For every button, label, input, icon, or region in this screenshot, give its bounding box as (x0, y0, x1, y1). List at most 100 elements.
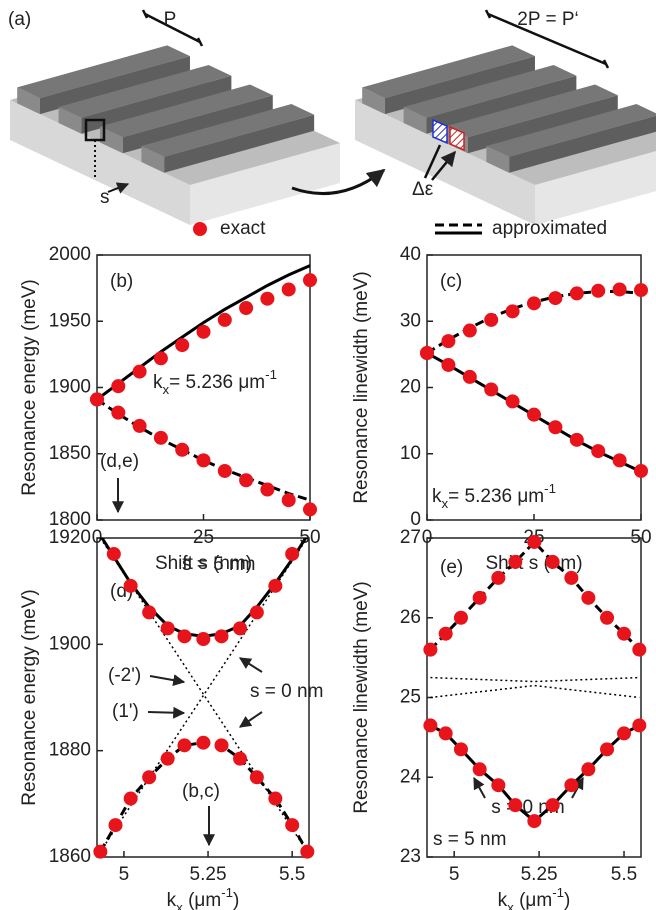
data-point (473, 591, 487, 605)
data-point (591, 444, 605, 458)
x-axis-label-part: ) (564, 890, 570, 910)
data-point (197, 453, 211, 467)
data-point (473, 762, 487, 776)
x-axis-label: kx (μm-1) (498, 885, 571, 910)
data-point (634, 464, 648, 478)
y-tick-label: 27 (400, 527, 421, 548)
x-tick-label: 5.25 (521, 864, 558, 885)
data-point (239, 301, 253, 315)
y-tick-label: 1850 (49, 443, 91, 464)
data-point (527, 814, 541, 828)
legend-marker (193, 222, 207, 236)
x-axis-label-part: (μm (183, 890, 221, 910)
panel-label: (b) (110, 271, 133, 292)
data-point (177, 629, 191, 643)
annotation: (-2') (108, 665, 141, 686)
y-tick-label: 1950 (49, 310, 91, 331)
data-point (250, 605, 264, 619)
y-axis-label: Resonance linewidth (meV) (351, 581, 372, 813)
data-point (233, 621, 247, 635)
data-point (420, 346, 434, 360)
data-point (90, 392, 104, 406)
y-tick-label: 1860 (49, 846, 91, 867)
data-point (441, 358, 455, 372)
data-point (591, 284, 605, 298)
data-point (564, 571, 578, 585)
annotation-arrow (240, 712, 262, 727)
data-point (124, 792, 138, 806)
data-point (463, 370, 477, 384)
data-point (161, 621, 175, 635)
data-point (423, 643, 437, 657)
data-point (285, 547, 299, 561)
data-point (239, 473, 253, 487)
data-line (430, 678, 639, 682)
annotation-arrow (148, 712, 184, 713)
data-point (484, 382, 498, 396)
data-point (600, 742, 614, 756)
annotation: s = 5 nm (182, 554, 255, 575)
annotation-part: -1 (265, 367, 277, 382)
data-point (454, 742, 468, 756)
x-axis-label-part: -1 (221, 885, 233, 900)
x-tick-label: 5.25 (190, 864, 227, 885)
x-axis-label-part: -1 (552, 885, 564, 900)
data-point (506, 394, 520, 408)
panel-label: (c) (440, 271, 462, 292)
data-point (600, 611, 614, 625)
data-point (133, 419, 147, 433)
data-point (546, 798, 560, 812)
data-point (233, 752, 247, 766)
data-point (613, 453, 627, 467)
data-point (111, 406, 125, 420)
data-point (215, 629, 229, 643)
data-point (300, 845, 314, 859)
legend-label: approximated (492, 218, 607, 239)
x-tick-label: 5.5 (611, 864, 637, 885)
data-point (215, 738, 229, 752)
data-point (260, 292, 274, 306)
data-point (196, 736, 210, 750)
data-point (581, 762, 595, 776)
x-axis-label-part: (μm (514, 890, 552, 910)
data-point (439, 726, 453, 740)
data-point (250, 770, 264, 784)
data-point (634, 283, 648, 297)
data-point (439, 627, 453, 641)
data-point (527, 408, 541, 422)
data-point (218, 313, 232, 327)
data-point (107, 547, 121, 561)
y-tick-label: 24 (400, 766, 422, 787)
data-point (282, 493, 296, 507)
data-point (161, 752, 175, 766)
x-tick-label: 5 (119, 864, 130, 885)
data-point (175, 443, 189, 457)
annotation-part: k (153, 372, 163, 393)
x-axis-label-part: k (167, 890, 177, 910)
data-point (454, 611, 468, 625)
annotation: (b,c) (182, 781, 220, 802)
data-point (303, 273, 317, 287)
data-point (491, 778, 505, 792)
y-axis-label: Resonance energy (meV) (19, 279, 40, 496)
data-line (430, 686, 639, 698)
data-point (197, 325, 211, 339)
period-label: 2P = P‘ (517, 9, 578, 30)
data-point (570, 433, 584, 447)
data-point (632, 718, 646, 732)
annotation: (d,e) (100, 451, 139, 472)
data-line (97, 399, 310, 500)
y-tick-label: 40 (400, 244, 421, 265)
y-axis-label: Resonance linewidth (meV) (351, 271, 372, 503)
data-point (142, 770, 156, 784)
data-point (508, 798, 522, 812)
data-point (423, 718, 437, 732)
data-point (268, 579, 282, 593)
data-point (441, 334, 455, 348)
data-point (285, 818, 299, 832)
data-point (506, 304, 520, 318)
data-point (260, 483, 274, 497)
x-axis-label-part: k (498, 890, 508, 910)
annotation: kx= 5.236 μm-1 (153, 367, 277, 397)
data-point (632, 643, 646, 657)
